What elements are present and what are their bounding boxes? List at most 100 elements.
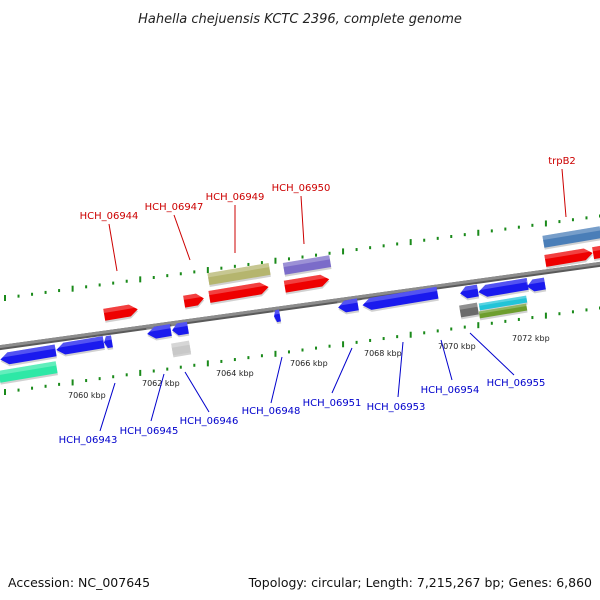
gene-highlight (459, 284, 478, 292)
gene-highlight (592, 244, 600, 252)
gene-shape (362, 286, 439, 310)
minor-tick (220, 266, 223, 270)
gene-highlight (0, 361, 57, 376)
gene-shape (172, 321, 189, 336)
gene-highlight (171, 340, 190, 348)
reverse-gene-label: HCH_06948 (242, 406, 301, 417)
reverse-gene-label: HCH_06943 (59, 435, 118, 446)
major-tick (409, 331, 412, 338)
minor-tick (85, 379, 88, 383)
minor-tick (220, 359, 223, 363)
gene-shape (208, 282, 269, 303)
minor-tick (193, 270, 196, 274)
minor-tick (396, 335, 399, 339)
minor-tick (436, 329, 439, 333)
minor-tick (31, 386, 34, 390)
gene-highlight (361, 286, 438, 304)
gene-highlight (207, 262, 270, 278)
major-tick (342, 248, 345, 255)
major-tick (274, 350, 277, 357)
minor-tick (517, 317, 520, 321)
gene-rev-c (526, 277, 547, 294)
minor-tick (260, 261, 263, 265)
reverse-gene-label: HCH_06955 (487, 378, 546, 389)
gene-shape (542, 226, 600, 248)
scale-label: 7068 kbp (364, 349, 402, 358)
reverse-label-leader (469, 332, 515, 376)
major-tick (71, 285, 74, 292)
gene-hch-06945 (146, 324, 173, 341)
minor-tick (44, 384, 47, 388)
minor-tick (166, 367, 169, 371)
reverse-label-leader (184, 371, 210, 413)
reverse-label-leader (270, 356, 283, 404)
minor-tick (490, 321, 493, 325)
minor-tick (179, 365, 182, 369)
gene-hch-06953 (361, 286, 439, 312)
minor-tick (571, 218, 574, 222)
gene-trpb2 (544, 247, 594, 269)
gene-shape (544, 248, 593, 267)
reverse-label-leader (150, 373, 165, 422)
scale-label: 7060 kbp (68, 391, 106, 400)
gene-highlight (282, 255, 330, 268)
gene-teal (0, 361, 58, 385)
gene-shape (282, 255, 332, 275)
minor-tick (463, 233, 466, 237)
gene-highlight (337, 298, 358, 306)
gene-hch-06949 (208, 281, 269, 305)
minor-tick (301, 348, 304, 352)
minor-tick (85, 285, 88, 289)
minor-tick (287, 257, 290, 261)
major-tick (206, 267, 209, 274)
reverse-gene-label: HCH_06953 (367, 402, 426, 413)
minor-tick (44, 290, 47, 294)
reverse-gene-label: HCH_06946 (180, 416, 239, 427)
reverse-label-leader (331, 347, 353, 394)
forward-gene-label: HCH_06947 (145, 202, 204, 213)
feature-tracks: 7060 kbp 7062 kbp 7064 kbp 7066 kbp 7068 kbp… (0, 156, 600, 446)
gene-highlight (103, 335, 112, 341)
minor-tick (112, 281, 115, 285)
reverse-label-leader (440, 339, 453, 381)
minor-tick (17, 388, 20, 392)
major-tick (4, 389, 6, 395)
minor-tick (558, 220, 561, 224)
gene-green (478, 303, 528, 321)
gene-trpb2-upper (542, 226, 600, 250)
minor-tick (355, 248, 358, 252)
gene-edge-fwd (592, 244, 600, 262)
major-tick (477, 229, 480, 236)
gene-hch-06948 (273, 309, 282, 325)
minor-tick (450, 235, 453, 238)
gene-cyan (478, 295, 528, 313)
gene-shape (283, 274, 330, 293)
minor-tick (382, 244, 385, 248)
gene-hch-06950 (283, 273, 330, 295)
minor-tick (558, 312, 561, 316)
forward-label-leader (300, 195, 305, 245)
forward-gene-label: trpB2 (548, 156, 576, 167)
minor-tick (423, 331, 426, 335)
major-tick (544, 220, 547, 227)
forward-label-leader (108, 223, 118, 272)
gene-rev-a (55, 336, 105, 357)
reverse-label-leader (397, 341, 404, 398)
minor-tick (17, 294, 20, 298)
gene-highlight (283, 273, 329, 285)
gene-highlight (526, 277, 545, 285)
minor-tick (58, 289, 61, 293)
minor-tick (287, 350, 290, 354)
major-tick (139, 276, 142, 283)
gene-hch-06943 (0, 344, 57, 367)
gene-hch-06950-upper (282, 255, 332, 277)
minor-tick (504, 227, 507, 231)
minor-tick (166, 274, 169, 278)
gene-hch-06955 (477, 277, 529, 299)
gene-shape (478, 303, 528, 319)
gene-hch-06951 (337, 298, 360, 315)
major-tick (274, 257, 277, 264)
minor-tick (369, 338, 372, 342)
gene-shape (478, 277, 529, 297)
